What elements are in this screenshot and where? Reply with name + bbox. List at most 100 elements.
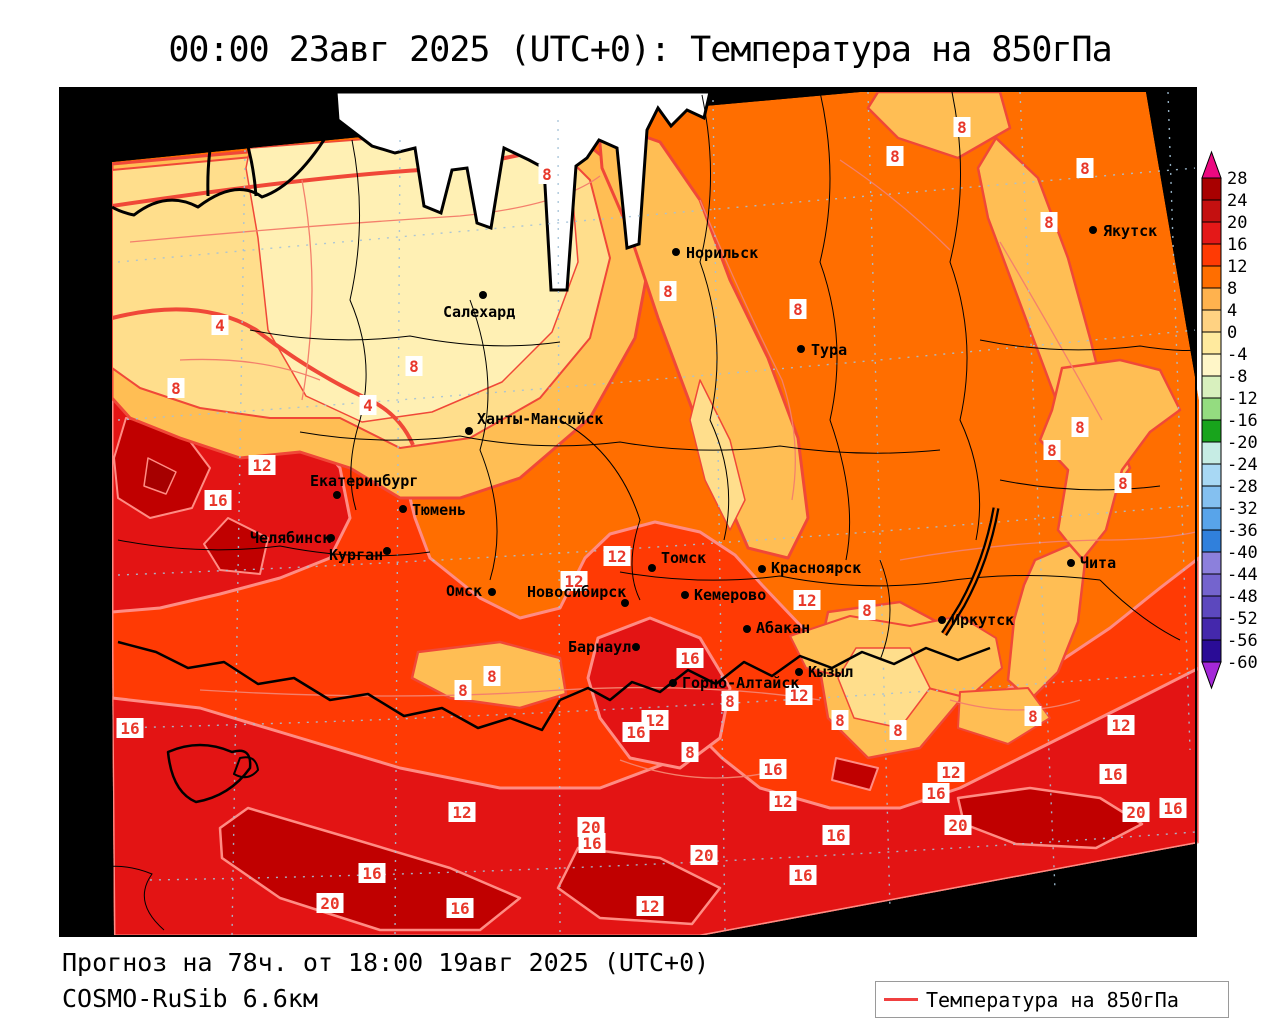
contour-label: 16 bbox=[826, 826, 845, 845]
contour-label: 16 bbox=[926, 784, 945, 803]
contour-label: 16 bbox=[626, 723, 645, 742]
contour-label-box bbox=[953, 117, 971, 137]
contour-label: 8 bbox=[835, 711, 845, 730]
colorbar-band bbox=[1201, 573, 1222, 597]
colorbar-tick-label: -28 bbox=[1227, 477, 1258, 497]
page-title: 00:00 23авг 2025 (UTC+0): Температура на… bbox=[168, 30, 1112, 70]
colorbar-tick-label: 24 bbox=[1227, 191, 1247, 211]
contour-label: 8 bbox=[890, 147, 900, 166]
contour-label-box bbox=[577, 817, 605, 837]
city-marker bbox=[1067, 559, 1075, 567]
contour-label-box bbox=[316, 893, 344, 913]
contour-label-box bbox=[1122, 802, 1150, 822]
city-marker bbox=[669, 679, 677, 687]
colorbar-tick-label: -24 bbox=[1227, 455, 1258, 475]
city-label: Екатеринбург bbox=[310, 472, 418, 490]
colorbar-tick-label: 0 bbox=[1227, 323, 1237, 343]
contour-label: 8 bbox=[1080, 159, 1090, 178]
contour-label: 8 bbox=[171, 379, 181, 398]
city-marker bbox=[465, 427, 473, 435]
contour-label: 8 bbox=[409, 357, 419, 376]
city-label: Кызыл bbox=[808, 663, 853, 681]
contour-label-box bbox=[789, 865, 817, 885]
city-label: Иркутск bbox=[951, 611, 1014, 629]
colorbar-band bbox=[1201, 595, 1222, 619]
contour-label: 12 bbox=[789, 686, 808, 705]
colorbar: 2824201612840-4-8-12-16-20-24-28-32-36-4… bbox=[1201, 150, 1258, 690]
coastlines bbox=[61, 94, 1000, 843]
contour-label-box bbox=[446, 898, 474, 918]
colorbar-band bbox=[1201, 551, 1222, 575]
colorbar-tick-label: -60 bbox=[1227, 653, 1258, 673]
contour-label-box bbox=[1024, 706, 1042, 726]
contour-label-box bbox=[211, 315, 229, 335]
contour-label: 16 bbox=[582, 834, 601, 853]
contour-label-box bbox=[789, 299, 807, 319]
colorbar-band bbox=[1201, 419, 1222, 443]
contour-label-box bbox=[483, 666, 501, 686]
contour-label: 16 bbox=[120, 719, 139, 738]
contour-label-box bbox=[659, 281, 677, 301]
colorbar-tick-label: -52 bbox=[1227, 609, 1258, 629]
colorbar-tick-label: -20 bbox=[1227, 433, 1258, 453]
colorbar-band bbox=[1201, 507, 1222, 531]
contour-label: 20 bbox=[320, 894, 339, 913]
city-label: Норильск bbox=[686, 244, 758, 262]
contour-label-box bbox=[886, 146, 904, 166]
contour-label-box bbox=[538, 164, 556, 184]
city-marker bbox=[399, 505, 407, 513]
colorbar-band bbox=[1201, 375, 1222, 399]
colorbar-under-arrow bbox=[1201, 661, 1222, 690]
city-label: Салехард bbox=[443, 303, 515, 321]
city-label: Горно-Алтайск bbox=[682, 674, 799, 692]
contour-label: 16 bbox=[450, 899, 469, 918]
colorbar-band bbox=[1201, 485, 1222, 509]
city-label: Якутск bbox=[1103, 222, 1157, 240]
colorbar-band bbox=[1201, 353, 1222, 377]
colorbar-tick-label: 28 bbox=[1227, 169, 1247, 189]
colorbar-tick-label: -16 bbox=[1227, 411, 1258, 431]
city-label: Красноярск bbox=[771, 559, 861, 577]
colorbar-tick-label: -48 bbox=[1227, 587, 1258, 607]
colorbar-tick-label: -32 bbox=[1227, 499, 1258, 519]
contour-label: 8 bbox=[1044, 213, 1054, 232]
city-marker bbox=[938, 616, 946, 624]
contour-label: 20 bbox=[1126, 803, 1145, 822]
contour-label-box bbox=[681, 742, 699, 762]
colorbar-tick-label: 16 bbox=[1227, 235, 1247, 255]
contour-label: 4 bbox=[363, 396, 373, 415]
city-marker bbox=[479, 291, 487, 299]
legend: Температура на 850гПа bbox=[875, 981, 1229, 1018]
city-marker bbox=[758, 565, 766, 573]
contour-label: 12 bbox=[645, 711, 664, 730]
colorbar-tick-label: 4 bbox=[1227, 301, 1237, 321]
contour-label: 16 bbox=[362, 864, 381, 883]
contour-label-box bbox=[1043, 440, 1061, 460]
contour-label-box bbox=[454, 680, 472, 700]
contour-label-box bbox=[1076, 158, 1094, 178]
contour-label-box bbox=[448, 802, 476, 822]
city-label: Тюмень bbox=[412, 501, 466, 519]
city-marker bbox=[1089, 226, 1097, 234]
contour-label: 8 bbox=[793, 300, 803, 319]
colorbar-band bbox=[1201, 463, 1222, 487]
contour-label-box bbox=[1114, 473, 1132, 493]
model-info: COSMO-RuSib 6.6км bbox=[62, 984, 318, 1013]
temperature-line-icon bbox=[884, 998, 918, 1001]
contour-label-box bbox=[636, 896, 664, 916]
contour-label: 8 bbox=[663, 282, 673, 301]
contour-label-box bbox=[359, 395, 377, 415]
contour-label-box bbox=[822, 825, 850, 845]
city-marker bbox=[621, 599, 629, 607]
contour-label: 12 bbox=[1111, 716, 1130, 735]
contour-label: 16 bbox=[1163, 799, 1182, 818]
contour-label-box bbox=[358, 863, 386, 883]
contour-label-box bbox=[116, 718, 144, 738]
contour-label-box bbox=[1071, 417, 1089, 437]
contour-label-box bbox=[578, 833, 606, 853]
city-marker bbox=[383, 547, 391, 555]
city-label: Кемерово bbox=[694, 586, 766, 604]
contour-label: 4 bbox=[215, 316, 225, 335]
